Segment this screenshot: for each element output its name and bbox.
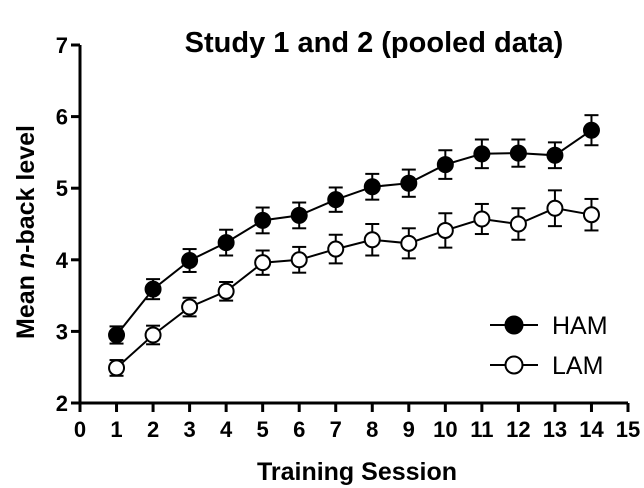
data-point-lam (473, 210, 491, 228)
data-point-lam (509, 215, 527, 233)
legend-marker-ham (504, 315, 524, 335)
data-point-lam (546, 199, 564, 217)
data-point-lam (436, 221, 454, 239)
data-point-lam (254, 254, 272, 272)
data-point-lam (363, 231, 381, 249)
data-point-ham (181, 252, 199, 270)
legend-label-ham: HAM (552, 312, 608, 340)
x-tick-label: 6 (293, 417, 305, 442)
data-point-ham (400, 174, 418, 192)
data-point-lam (181, 298, 199, 316)
data-point-ham (217, 234, 235, 252)
x-tick-label: 12 (506, 417, 530, 442)
x-axis-title: Training Session (257, 458, 457, 486)
chart-title: Study 1 and 2 (pooled data) (185, 27, 564, 59)
data-point-ham (473, 145, 491, 163)
data-point-lam (582, 206, 600, 224)
y-tick-label: 7 (56, 33, 68, 58)
x-tick-label: 15 (616, 417, 640, 442)
data-point-lam (400, 234, 418, 252)
data-point-ham (363, 178, 381, 196)
series-layer (108, 114, 600, 377)
y-tick-label: 6 (56, 105, 68, 130)
data-point-lam (108, 359, 126, 377)
data-point-ham (290, 206, 308, 224)
x-tick-label: 7 (330, 417, 342, 442)
legend: HAM LAM (490, 312, 608, 380)
y-axis-title-part2: -back level (12, 125, 40, 253)
y-tick-label: 5 (56, 176, 68, 201)
data-point-lam (217, 282, 235, 300)
data-point-ham (582, 121, 600, 139)
legend-label-lam: LAM (552, 352, 603, 380)
data-point-ham (327, 191, 345, 209)
data-point-lam (290, 251, 308, 269)
x-tick-label: 11 (470, 417, 493, 442)
data-point-ham (144, 280, 162, 298)
x-tick-label: 8 (366, 417, 378, 442)
x-tick-label: 13 (543, 417, 567, 442)
x-tick-label: 1 (110, 417, 122, 442)
x-tick-label: 4 (220, 417, 233, 442)
y-tick-label: 2 (56, 391, 68, 416)
y-axis-title: Mean n-back level (12, 125, 40, 339)
x-tick-label: 2 (147, 417, 159, 442)
x-tick-label: 9 (403, 417, 415, 442)
data-point-lam (327, 240, 345, 258)
y-axis-title-italic: n (12, 253, 40, 268)
series-ham (108, 114, 600, 345)
x-tick-label: 14 (579, 417, 604, 442)
x-tick-label: 10 (433, 417, 457, 442)
data-point-ham (254, 211, 272, 229)
y-tick-label: 4 (56, 248, 69, 273)
data-point-ham (436, 156, 454, 174)
y-axis-title-part1: Mean (12, 268, 40, 339)
data-point-lam (144, 326, 162, 344)
y-tick-label: 3 (56, 319, 68, 344)
x-tick-label: 0 (74, 417, 86, 442)
x-tick-label: 3 (183, 417, 195, 442)
data-point-ham (546, 146, 564, 164)
x-tick-label: 5 (257, 417, 269, 442)
data-point-ham (509, 144, 527, 162)
data-point-ham (108, 326, 126, 344)
legend-marker-lam (504, 355, 524, 375)
series-lam (108, 189, 600, 377)
